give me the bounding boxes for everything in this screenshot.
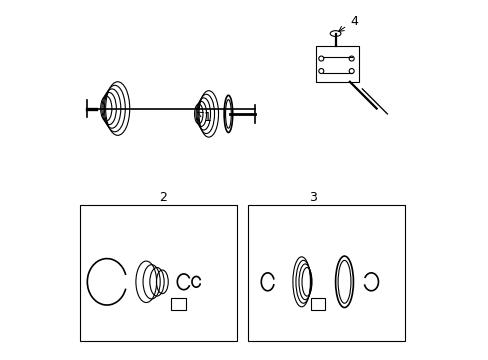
Text: 3: 3 (308, 192, 316, 204)
Bar (247, 205, 405, 341)
Text: 2: 2 (159, 192, 166, 204)
Text: 1: 1 (197, 111, 211, 124)
Bar (80, 205, 237, 341)
Text: 4: 4 (338, 15, 357, 31)
Bar (310, 298, 324, 310)
Bar (315, 46, 358, 82)
Bar (171, 298, 185, 310)
